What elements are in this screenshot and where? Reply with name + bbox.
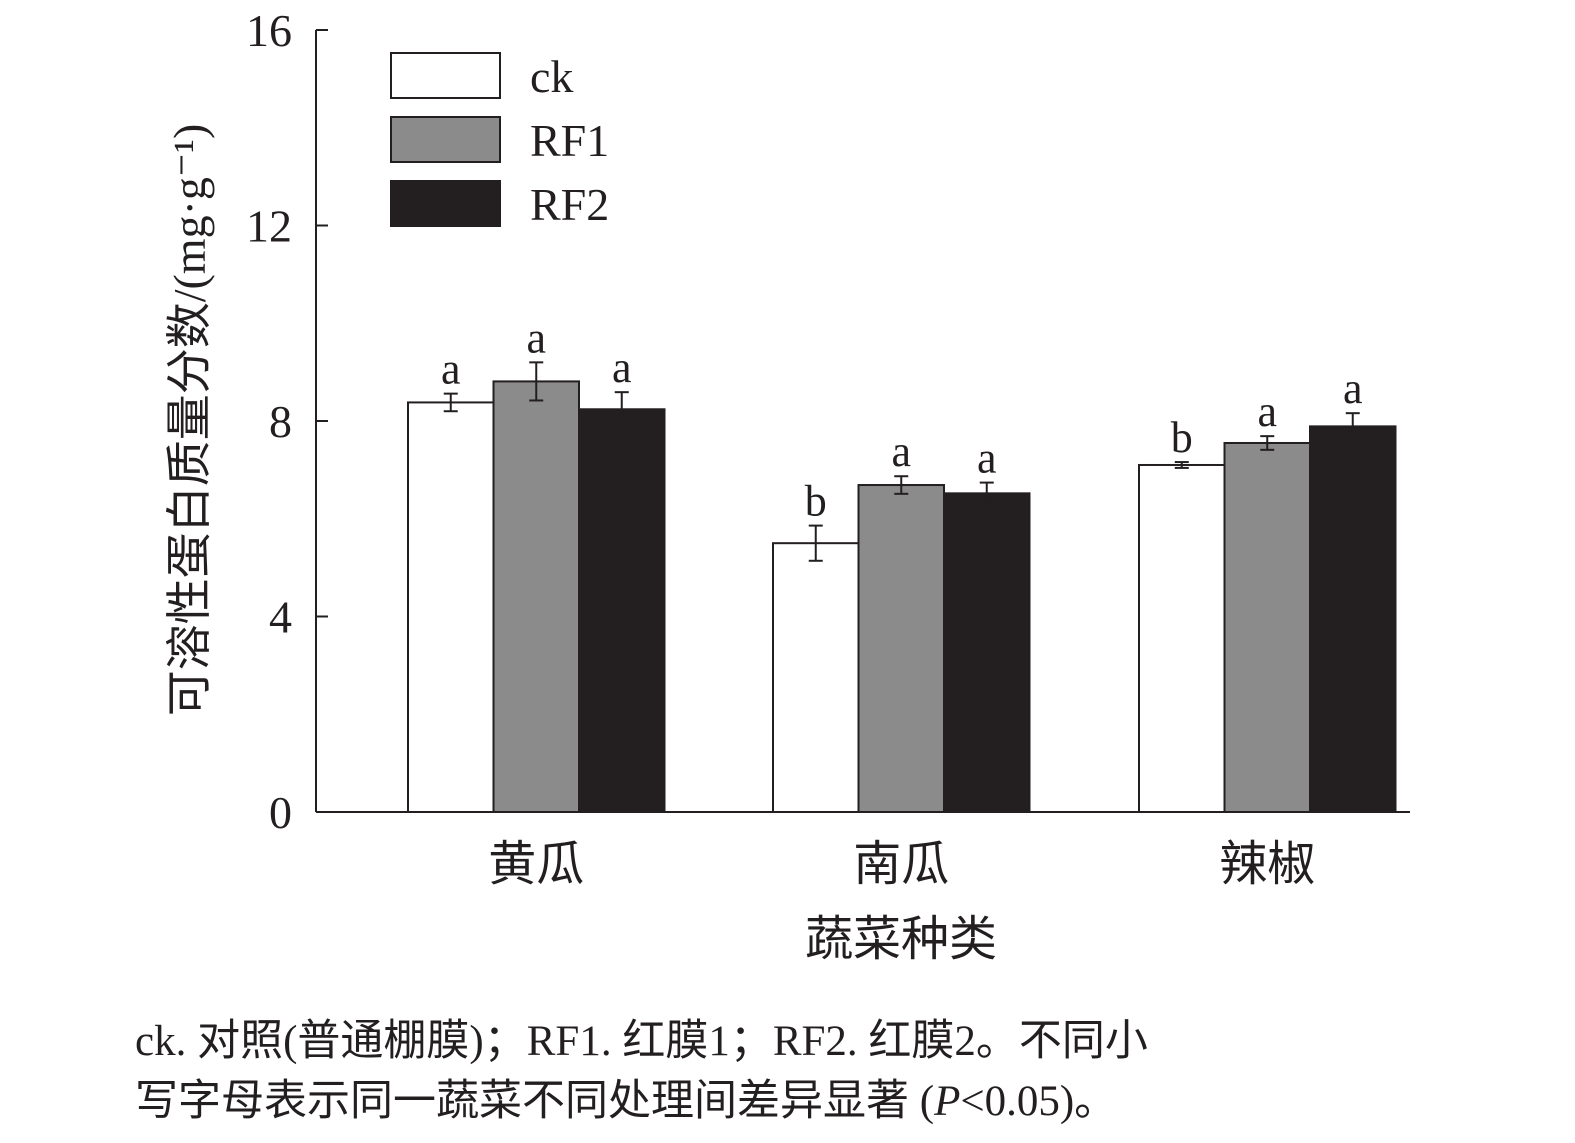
legend-label: RF2 [530, 179, 609, 230]
significance-label: b [1171, 413, 1193, 462]
y-axis-label: 可溶性蛋白质量分数/(mg·g⁻¹) [164, 124, 215, 717]
y-tick-label: 0 [269, 787, 292, 838]
significance-label: a [526, 313, 546, 362]
bar-rf2 [943, 492, 1031, 813]
bar-rf2 [1309, 425, 1397, 813]
x-axis-label: 蔬菜种类 [805, 913, 997, 966]
legend-label: ck [530, 51, 573, 102]
bar-ck [1138, 463, 1226, 813]
figure-caption-line-1: ck. 对照(普通棚膜)；RF1. 红膜1；RF2. 红膜2。不同小 [135, 1018, 1148, 1065]
significance-label: a [891, 427, 911, 476]
legend-swatch-ck [390, 52, 501, 99]
significance-label: a [1343, 364, 1363, 413]
legend-swatch-rf1 [390, 116, 501, 163]
y-tick-label: 12 [246, 201, 292, 252]
bar-ck [407, 401, 495, 813]
caption-text-end: <0.05)。 [960, 1078, 1118, 1125]
y-tick-label: 4 [269, 592, 292, 643]
bar-rf1 [857, 484, 945, 813]
legend-label: RF1 [530, 115, 609, 166]
legend-swatch-rf2 [390, 180, 501, 227]
x-category-label: 黄瓜 [488, 838, 584, 891]
x-category-label: 辣椒 [1219, 838, 1315, 891]
bar-ck [772, 542, 860, 813]
significance-label: a [612, 343, 632, 392]
x-category-label: 南瓜 [853, 838, 949, 891]
bar-rf1 [1223, 441, 1311, 813]
y-tick-label: 8 [269, 396, 292, 447]
figure-caption-line-2: 写字母表示同一蔬菜不同处理间差异显著 (P<0.05)。 [135, 1072, 1117, 1132]
bar-rf2 [578, 408, 666, 813]
y-tick-label: 16 [246, 5, 292, 56]
significance-label: a [977, 434, 997, 483]
significance-label: b [805, 477, 827, 526]
significance-label: a [1257, 387, 1277, 436]
significance-label: a [441, 345, 461, 394]
caption-text: 写字母表示同一蔬菜不同处理间差异显著 ( [135, 1078, 935, 1125]
caption-p-symbol: P [934, 1078, 961, 1125]
bar-rf1 [492, 380, 580, 813]
